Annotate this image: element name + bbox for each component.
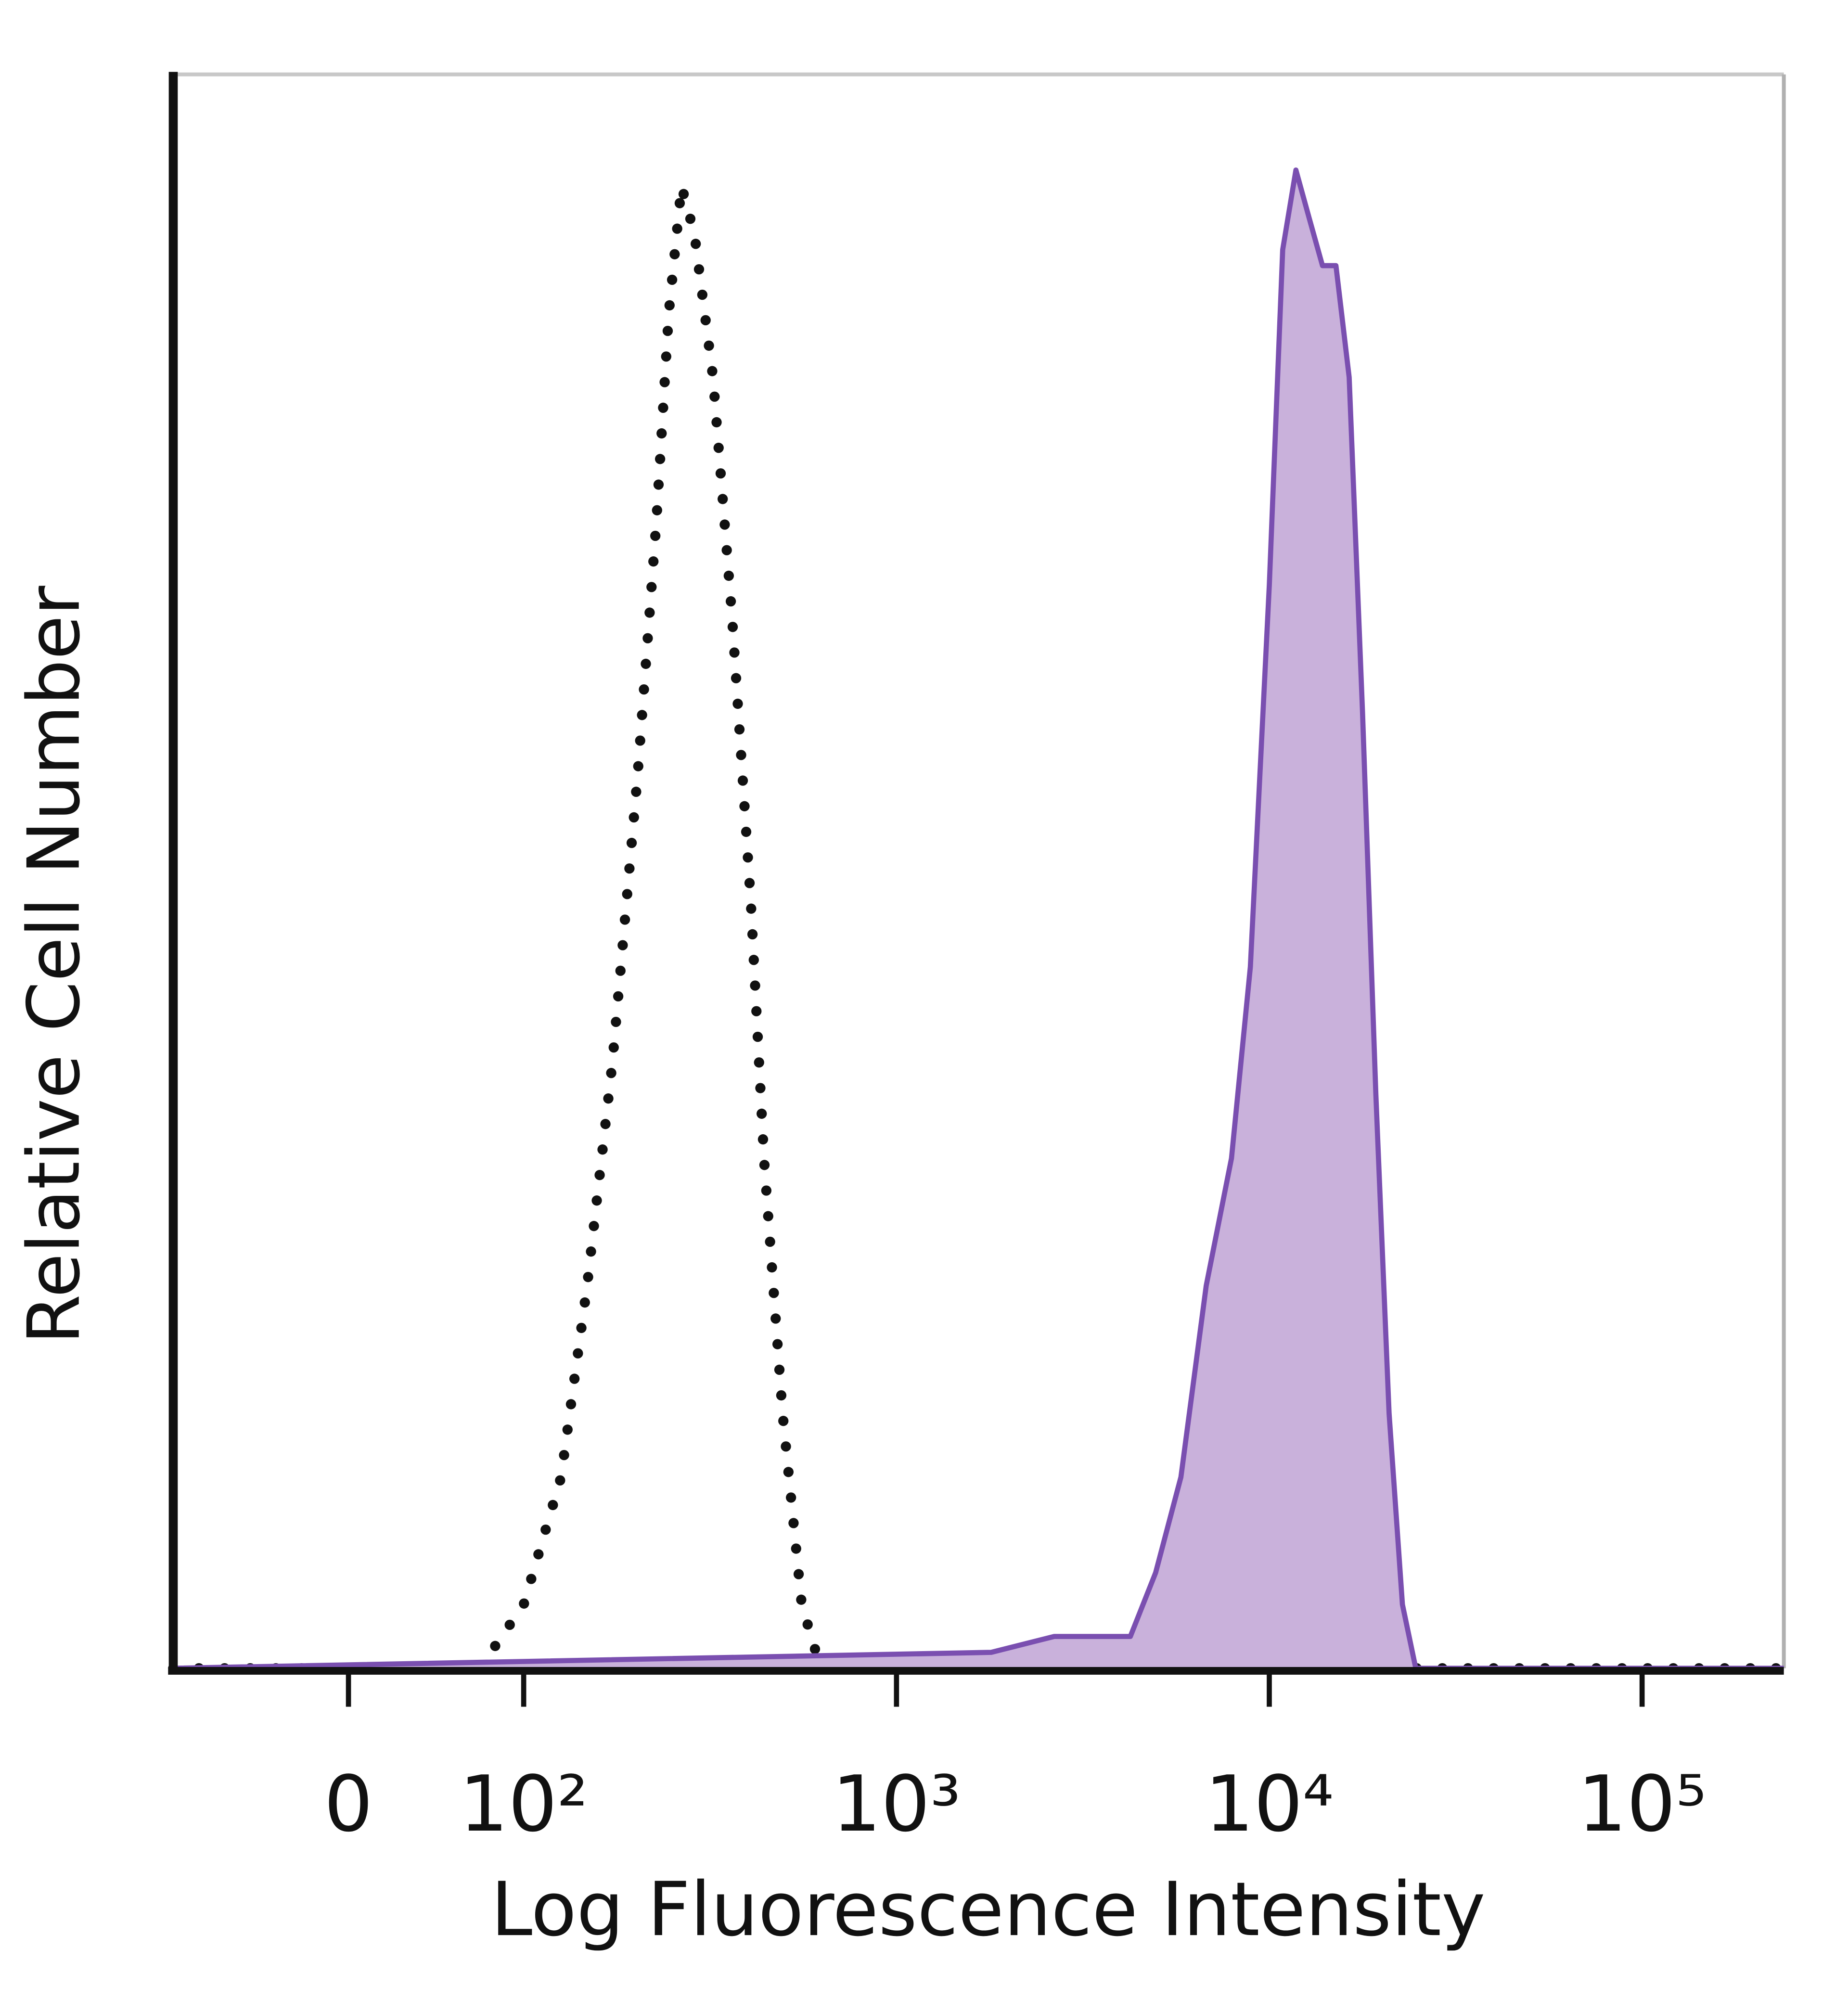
x-tick-label: 10⁴ — [1205, 1759, 1334, 1849]
histogram-area — [173, 170, 1784, 1668]
x-axis-label: Log Fluorescence Intensity — [491, 1866, 1486, 1953]
plot-area — [168, 167, 1789, 1674]
x-tick-label: 10⁵ — [1578, 1759, 1707, 1849]
x-tick-label: 10² — [459, 1759, 588, 1849]
x-tick-label: 0 — [324, 1759, 373, 1849]
histogram-line — [168, 180, 1789, 1674]
y-axis-label: Relative Cell Number — [13, 586, 96, 1345]
histogram-line — [173, 167, 1784, 1671]
x-tick-label: 10³ — [832, 1759, 961, 1849]
